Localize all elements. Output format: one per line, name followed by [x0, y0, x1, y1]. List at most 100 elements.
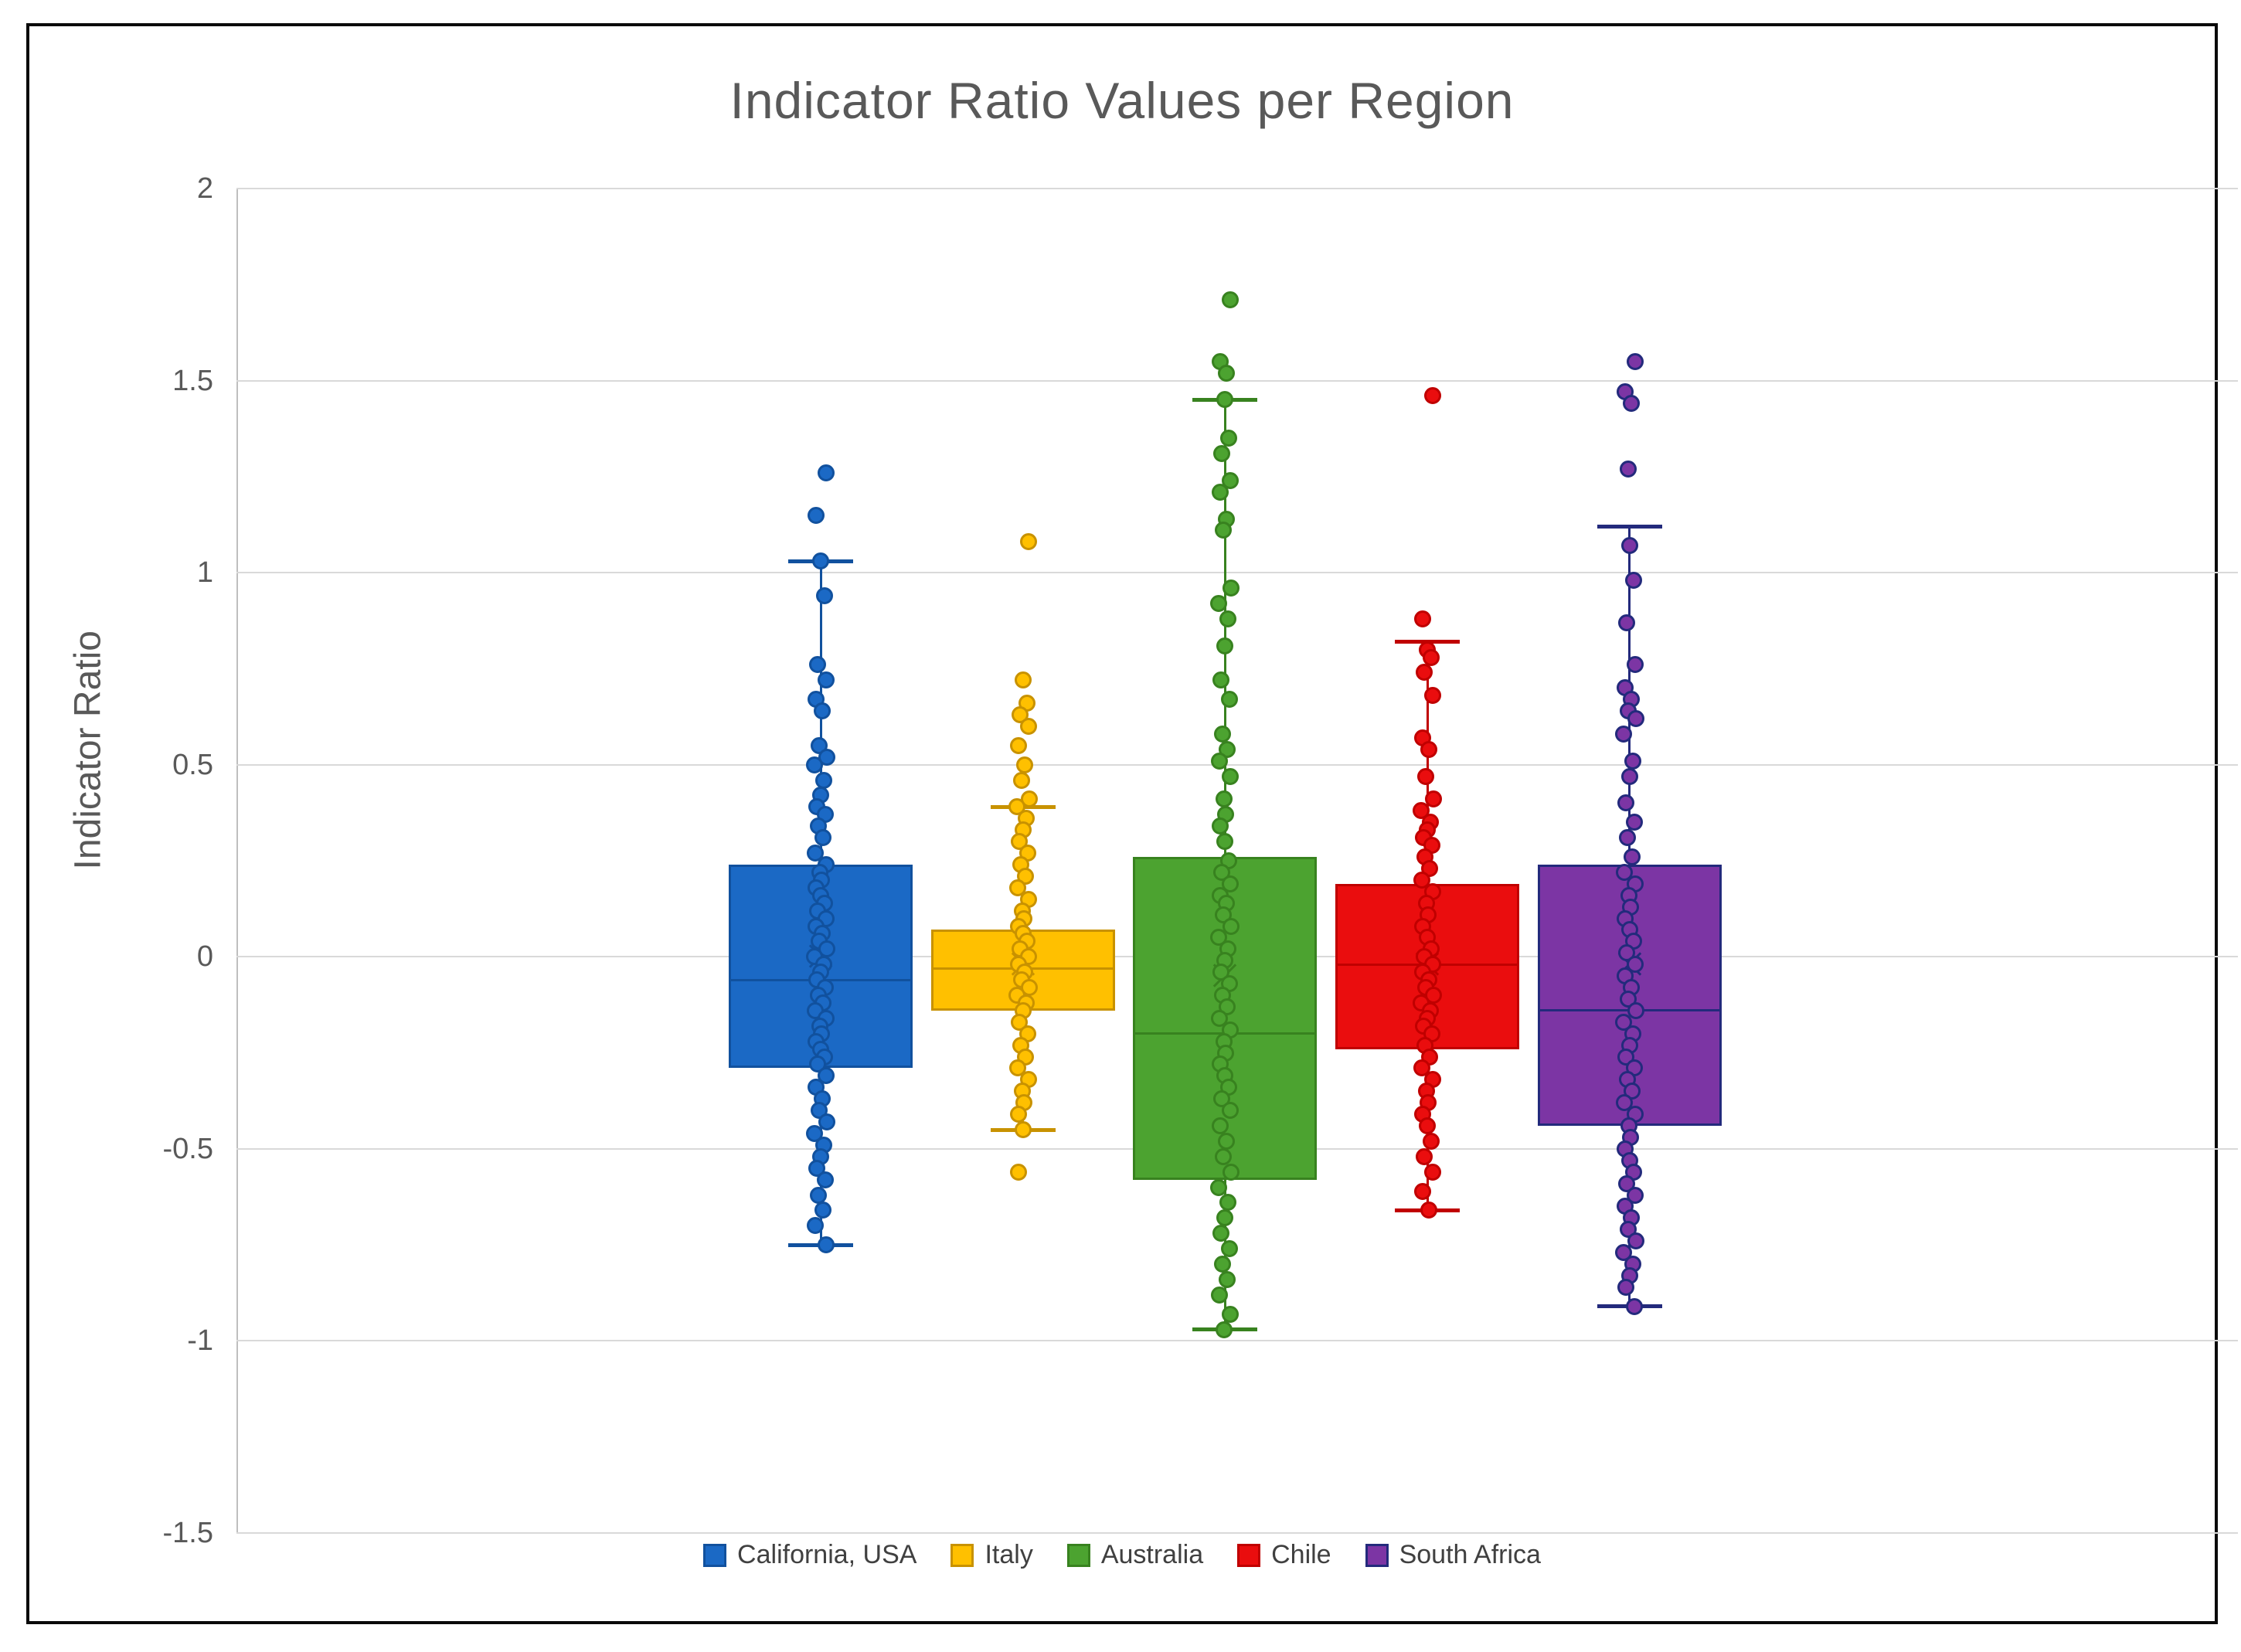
data-point [1008, 1059, 1026, 1077]
data-point [818, 1236, 835, 1254]
data-point [1423, 1132, 1440, 1150]
legend-item-italy[interactable]: Italy [950, 1540, 1033, 1570]
data-point [1221, 1240, 1239, 1258]
data-point [1424, 1163, 1442, 1181]
data-point [1216, 1209, 1234, 1227]
data-point [815, 771, 833, 789]
legend-swatch-australia [1066, 1543, 1090, 1567]
data-point [1215, 1147, 1233, 1165]
data-point [806, 756, 824, 773]
data-point [1211, 1286, 1229, 1304]
outlier-point [1619, 460, 1637, 478]
data-point [1425, 790, 1443, 808]
data-point [1416, 1147, 1433, 1165]
data-point [1423, 648, 1440, 666]
data-point [1219, 1194, 1237, 1212]
data-point [1008, 879, 1026, 896]
data-point [1216, 1321, 1233, 1338]
y-tick-label: 0 [196, 940, 213, 974]
data-point [1222, 767, 1240, 785]
data-point [1416, 664, 1433, 682]
data-point [1623, 848, 1641, 866]
y-tick-label: 1 [196, 556, 213, 590]
data-point [1420, 1202, 1438, 1219]
legend-item-california-usa[interactable]: California, USA [703, 1540, 916, 1570]
data-point [1615, 863, 1633, 881]
legend-swatch-italy [950, 1543, 974, 1567]
data-point [1624, 572, 1642, 590]
data-point [1617, 794, 1634, 812]
chart-frame: Indicator Ratio Values per Region Indica… [26, 23, 2238, 1624]
y-tick-label: -0.5 [162, 1132, 213, 1165]
data-point [1222, 1102, 1240, 1120]
data-point [1213, 445, 1231, 463]
data-point [1625, 814, 1643, 831]
data-point [1424, 687, 1442, 705]
outlier-point [1218, 364, 1236, 382]
data-point [818, 1067, 835, 1085]
data-point [1214, 725, 1232, 743]
outlier-point [808, 506, 825, 524]
data-point [1216, 391, 1234, 409]
data-point [807, 845, 825, 862]
data-point [1210, 1178, 1228, 1196]
outlier-point [1622, 395, 1640, 413]
data-point [1212, 818, 1229, 835]
data-point [1212, 483, 1229, 501]
data-point [1627, 1232, 1644, 1250]
data-point [1214, 1256, 1232, 1273]
data-point [817, 1171, 835, 1188]
outlier-point [1626, 352, 1644, 370]
data-point [1015, 756, 1033, 773]
data-point [1413, 871, 1431, 889]
data-point [1220, 430, 1238, 447]
data-point [814, 829, 832, 847]
data-point [1014, 671, 1032, 689]
data-point [1223, 1163, 1240, 1181]
data-point [807, 1217, 825, 1235]
data-point [1222, 875, 1240, 892]
data-point [1212, 1117, 1229, 1135]
gridline [236, 572, 2238, 574]
whisker-upper-australia [1223, 399, 1226, 858]
legend-swatch-south-africa [1365, 1543, 1389, 1567]
legend-label-italy: Italy [984, 1540, 1033, 1569]
data-point [1009, 736, 1027, 754]
whisker-cap-top-south-africa [1597, 524, 1662, 529]
data-point [1212, 671, 1230, 689]
y-tick-label: 0.5 [172, 748, 213, 781]
data-point [1222, 471, 1240, 489]
data-point [1211, 1009, 1229, 1027]
outlier-point [1414, 610, 1432, 627]
data-point [1627, 710, 1644, 728]
legend-item-chile[interactable]: Chile [1237, 1540, 1331, 1570]
legend-item-south-africa[interactable]: South Africa [1365, 1540, 1541, 1570]
data-point [1223, 917, 1240, 935]
data-point [1414, 1182, 1432, 1200]
gridline [236, 1532, 2238, 1534]
data-point [1617, 1278, 1634, 1296]
data-point [1219, 610, 1237, 627]
data-point [814, 1202, 832, 1219]
y-tick-label: -1 [187, 1324, 213, 1358]
data-point [1417, 767, 1435, 785]
outlier-point [1424, 387, 1442, 405]
data-point [1627, 1001, 1644, 1019]
legend-item-australia[interactable]: Australia [1066, 1540, 1203, 1570]
data-point [1215, 522, 1233, 539]
data-point [1620, 767, 1638, 785]
legend-swatch-chile [1237, 1543, 1261, 1567]
data-point [1420, 740, 1438, 758]
data-point [1219, 1270, 1236, 1288]
data-point [1216, 833, 1234, 851]
data-point [1624, 752, 1641, 770]
gridline [236, 188, 2238, 189]
data-point [1212, 1225, 1230, 1242]
data-point [1216, 637, 1234, 654]
y-tick-label: 2 [196, 172, 213, 205]
data-point [816, 586, 834, 604]
data-point [1014, 1121, 1032, 1138]
data-point [1210, 594, 1228, 612]
y-axis-line [236, 189, 238, 1533]
data-point [1625, 1297, 1643, 1315]
